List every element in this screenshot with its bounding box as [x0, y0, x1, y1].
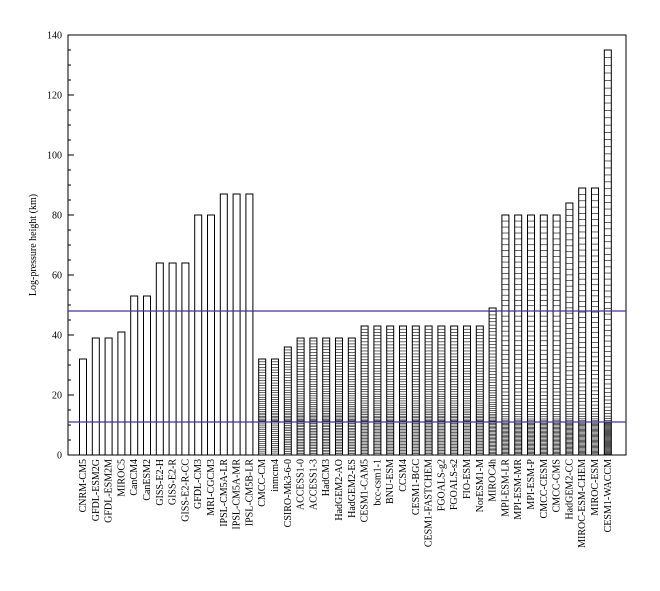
x-tick-label: CESM1-WACCM: [603, 459, 614, 532]
bar: [258, 358, 267, 456]
y-tick-label: 100: [47, 151, 62, 162]
x-tick-label: GISS-E2-R: [168, 459, 179, 505]
bar: [527, 214, 535, 456]
bar: [373, 325, 382, 456]
bar: [104, 337, 113, 456]
bar: [194, 214, 203, 456]
bar: [463, 325, 471, 456]
bar: [360, 325, 369, 456]
x-tick-label: MIROC4h: [488, 459, 499, 502]
x-tick-label: MRI-CGCM3: [206, 459, 217, 516]
x-tick-label: MPI-ESM-LR: [500, 459, 511, 517]
x-tick-label: CMCC-CMS: [552, 459, 563, 512]
x-axis: CNRM-CM5 GFDL-ESM2G GFDL-ESM2M MIROC5 CanCM4…: [78, 459, 614, 548]
x-tick-label: CanCM4: [129, 459, 140, 496]
x-tick-label: NorESM1-M: [475, 459, 486, 512]
bars-group: [79, 49, 612, 456]
bar: [181, 262, 190, 456]
x-tick-label: CanESM2: [142, 459, 153, 501]
y-tick-label: 20: [52, 391, 62, 402]
x-tick-label: HadGEM2-ES: [347, 459, 358, 518]
bar: [245, 193, 254, 456]
bar: [309, 337, 318, 456]
x-tick-label: CCSM4: [398, 459, 409, 492]
bar: [578, 187, 587, 456]
y-tick-label: 40: [52, 331, 62, 342]
x-tick-label: GISS-E2-R-CC: [180, 459, 191, 522]
bar: [143, 295, 151, 456]
y-axis-title: Log-pressure height (km): [28, 194, 39, 296]
x-tick-label: IPSL-CM5B-LR: [244, 459, 255, 527]
y-tick-label: 120: [47, 91, 62, 102]
x-tick-label: GISS-E2-H: [155, 459, 166, 506]
bar: [283, 346, 292, 456]
x-tick-label: HadGEM2-CC: [564, 459, 575, 520]
bar: [130, 295, 139, 456]
bar: [347, 337, 356, 456]
bar: [514, 214, 523, 456]
bar: [411, 325, 420, 456]
bar: [117, 331, 126, 456]
y-tick-label: 140: [47, 31, 62, 42]
x-tick-label: FIO-ESM: [462, 459, 473, 499]
bar: [539, 214, 548, 456]
x-tick-label: ACCESS1-3: [308, 459, 319, 510]
x-tick-label: GFDL-CM3: [193, 459, 204, 509]
bar: [155, 262, 164, 456]
y-tick-label: 80: [52, 211, 62, 222]
x-tick-label: FGOALS-g2: [436, 459, 447, 511]
x-tick-label: HadCM3: [321, 459, 332, 496]
bar: [475, 325, 484, 456]
x-tick-label: ACCESS1-0: [296, 459, 307, 510]
bar: [91, 337, 100, 456]
bar: [207, 214, 215, 456]
bar: [501, 214, 510, 456]
x-tick-label: inmcm4: [270, 459, 281, 492]
x-tick-label: CSIRO-Mk3-6-0: [283, 459, 294, 527]
x-tick-label: GFDL-ESM2G: [91, 459, 102, 521]
bar: [296, 337, 305, 456]
x-tick-label: CESM1-FASTCHEM: [424, 459, 435, 547]
y-tick-label: 60: [52, 271, 62, 282]
x-tick-label: MIROC-ESM: [590, 459, 601, 516]
bar: [450, 325, 459, 456]
x-tick-label: CESM1-CAM5: [360, 459, 371, 522]
bar: [168, 262, 177, 456]
bar: [399, 325, 407, 456]
bar: [79, 358, 87, 456]
bar: [271, 358, 279, 456]
bar: [322, 337, 331, 456]
bar: [232, 193, 241, 456]
bar: [437, 325, 446, 456]
bar: [386, 325, 395, 456]
x-tick-label: IPSL-CM5A-LR: [219, 459, 230, 527]
y-tick-label: 0: [57, 451, 62, 462]
y-axis: 0 20 40 60 80 100 120 140: [47, 31, 74, 462]
x-tick-label: CESM1-BGC: [411, 459, 422, 515]
bar: [603, 49, 612, 456]
x-tick-label: bcc-csm1-1: [372, 459, 383, 506]
x-tick-label: MIROC5: [116, 459, 127, 497]
reference-lines: [68, 310, 626, 423]
x-tick-label: CMCC-CM: [257, 459, 268, 507]
bar: [335, 337, 343, 456]
bar: [552, 214, 561, 456]
x-tick-label: CMCC-CESM: [539, 459, 550, 519]
x-tick-label: IPSL-CM5A-MR: [232, 459, 243, 530]
bar: [565, 202, 574, 456]
x-tick-label: FGOALS-s2: [449, 459, 460, 510]
x-tick-label: BNU-ESM: [385, 459, 396, 504]
x-tick-label: HadGEM2-AO: [334, 459, 345, 521]
bar: [488, 307, 497, 456]
x-tick-label: CNRM-CM5: [78, 459, 89, 512]
x-tick-label: MPI-ESM-P: [526, 459, 537, 510]
bar: [219, 193, 228, 456]
x-tick-label: GFDL-ESM2M: [104, 459, 115, 523]
x-tick-label: MPI-ESM-MR: [513, 459, 524, 520]
x-tick-label: MIROC-ESM-CHEM: [577, 459, 588, 548]
bar: [591, 187, 599, 456]
bar: [424, 325, 433, 456]
